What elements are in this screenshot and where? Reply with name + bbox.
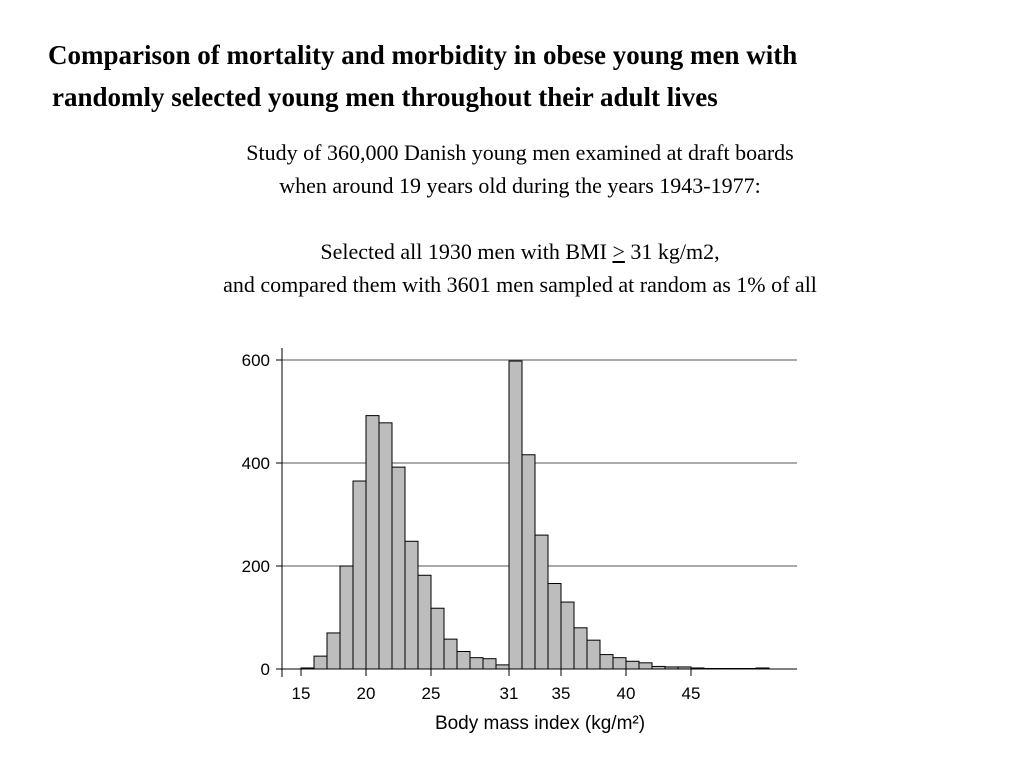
- bar-bmi-26: [443, 638, 458, 670]
- bar-bmi-40: [625, 660, 640, 670]
- histogram-bars: [300, 360, 770, 670]
- description-line-2: when around 19 years old during the year…: [279, 173, 761, 198]
- x-tick-label-25: 25: [422, 684, 441, 703]
- description-line-3-unit: 31 kg/m2,: [624, 239, 720, 264]
- slide-title: Comparison of mortality and morbidity in…: [30, 34, 1010, 118]
- bar-bmi-22: [391, 466, 406, 670]
- bar-bmi-29: [482, 658, 497, 670]
- bar-bmi-17: [326, 632, 341, 670]
- bar-bmi-30: [495, 664, 510, 670]
- y-tick-label-600: 600: [242, 351, 270, 370]
- bar-bmi-23: [404, 540, 419, 670]
- bar-bmi-25: [430, 607, 445, 670]
- description-line-1: Study of 360,000 Danish young men examin…: [246, 140, 794, 165]
- bar-bmi-39: [612, 657, 627, 670]
- tick-labels: 0 200 400 600 15 20 25 31 35 40 45: [242, 351, 701, 703]
- bar-bmi-19: [352, 480, 367, 670]
- y-tick-label-0: 0: [261, 660, 270, 679]
- study-description: Study of 360,000 Danish young men examin…: [0, 136, 1024, 301]
- axes: [276, 348, 797, 677]
- x-tick-label-45: 45: [682, 684, 701, 703]
- x-tick-label-40: 40: [617, 684, 636, 703]
- bar-bmi-35: [560, 601, 575, 670]
- description-line-3-text: Selected all 1930 men with BMI: [320, 239, 613, 264]
- x-tick-label-15: 15: [292, 684, 311, 703]
- description-line-3: Selected all 1930 men with BMI > 31 kg/m…: [0, 235, 1024, 268]
- title-line-1: Comparison of mortality and morbidity in…: [48, 40, 798, 70]
- bar-bmi-41: [638, 662, 653, 670]
- bar-bmi-28: [469, 657, 484, 670]
- bar-bmi-38: [599, 654, 614, 670]
- bar-bmi-16: [313, 655, 328, 670]
- bar-bmi-18: [339, 565, 354, 670]
- bar-bmi-37: [586, 639, 601, 670]
- title-line-2: randomly selected young men throughout t…: [52, 82, 718, 112]
- bar-bmi-21: [378, 422, 393, 670]
- bar-bmi-34: [547, 583, 562, 670]
- bar-bmi-20: [365, 415, 380, 670]
- x-tick-label-31: 31: [500, 684, 519, 703]
- bar-bmi-33: [534, 534, 549, 670]
- y-tick-label-200: 200: [242, 557, 270, 576]
- x-tick-label-20: 20: [357, 684, 376, 703]
- bar-bmi-31: [508, 360, 523, 670]
- bar-bmi-27: [456, 650, 471, 670]
- x-tick-label-35: 35: [552, 684, 571, 703]
- bar-bmi-36: [573, 627, 588, 670]
- description-line-4: and compared them with 3601 men sampled …: [223, 272, 817, 297]
- bar-bmi-32: [521, 454, 536, 670]
- geq-symbol: >: [612, 239, 625, 264]
- bar-bmi-24: [417, 574, 432, 670]
- y-tick-label-400: 400: [242, 454, 270, 473]
- x-axis-label: Body mass index (kg/m²): [435, 713, 645, 734]
